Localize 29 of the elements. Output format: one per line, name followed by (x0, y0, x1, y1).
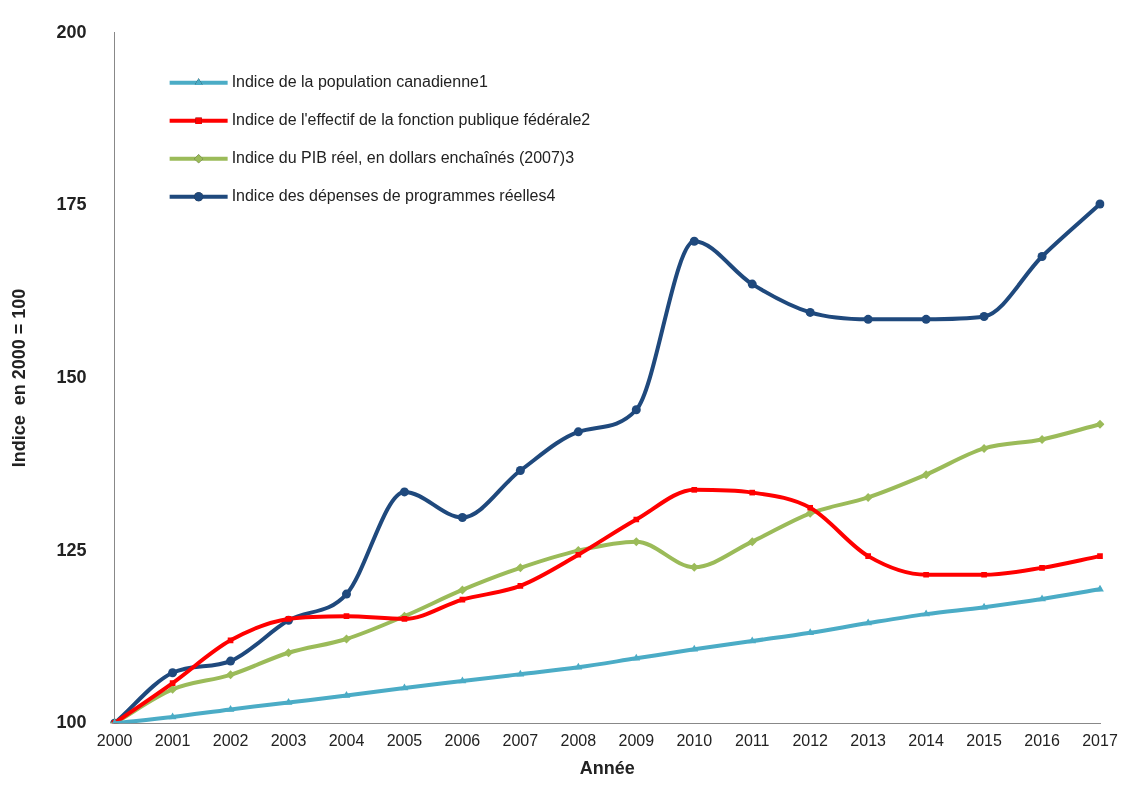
x-tick-label: 2002 (212, 732, 249, 750)
x-tick-label: 2006 (444, 732, 481, 750)
x-tick-label: 2007 (502, 732, 539, 750)
x-tick-label: 2004 (328, 732, 365, 750)
x-tick-label: 2011 (735, 732, 770, 750)
x-tick-label: 2013 (850, 732, 887, 750)
x-axis-title: Année (579, 758, 635, 779)
x-tick-label: 2009 (618, 732, 655, 750)
x-tick-label: 2001 (154, 732, 191, 750)
x-tick-label: 2000 (96, 732, 133, 750)
y-tick-label: 125 (56, 539, 87, 560)
x-tick-label: 2010 (676, 732, 713, 750)
legend-label: Indice des dépenses de programmes réelles4 (231, 187, 556, 205)
x-tick-label: 2012 (792, 732, 829, 750)
x-tick-label: 2005 (386, 732, 423, 750)
legend-label: Indice de la population canadienne1 (231, 73, 488, 91)
legend-label: Indice du PIB réel, en dollars enchaînés (2007)3 (231, 149, 575, 167)
y-tick-label: 150 (56, 366, 87, 387)
legend-label: Indice de l'effectif de la fonction publique fédérale2 (231, 111, 591, 129)
y-tick-label: 100 (56, 712, 87, 733)
y-tick-label: 200 (56, 21, 87, 42)
x-tick-label: 2014 (908, 732, 945, 750)
y-axis-title: Indice en 2000 = 100 (8, 288, 29, 468)
x-tick-label: 2015 (966, 732, 1002, 750)
x-tick-label: 2016 (1024, 732, 1060, 750)
y-tick-label: 175 (56, 194, 87, 215)
x-tick-label: 2003 (270, 732, 307, 750)
x-tick-label: 2008 (560, 732, 597, 750)
x-tick-label: 2017 (1082, 732, 1118, 750)
